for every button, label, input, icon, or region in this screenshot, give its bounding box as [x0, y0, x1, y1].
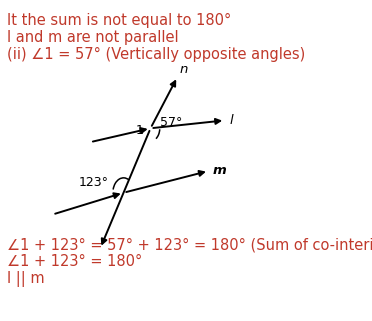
- Text: It the sum is not equal to 180°: It the sum is not equal to 180°: [7, 13, 231, 28]
- Text: l and m are not parallel: l and m are not parallel: [7, 30, 179, 45]
- Text: 1: 1: [135, 124, 144, 137]
- Text: (ii) ∠1 = 57° (Vertically opposite angles): (ii) ∠1 = 57° (Vertically opposite angle…: [7, 47, 305, 62]
- Text: ∠1 + 123° = 180°: ∠1 + 123° = 180°: [7, 254, 142, 269]
- Text: n: n: [180, 63, 188, 76]
- Text: m: m: [212, 164, 226, 178]
- Text: ∠1 + 123° = 57° + 123° = 180° (Sum of co-interior): ∠1 + 123° = 57° + 123° = 180° (Sum of co…: [7, 237, 372, 252]
- Text: 57°: 57°: [160, 116, 182, 129]
- Text: 123°: 123°: [79, 176, 109, 189]
- Text: l: l: [230, 114, 233, 127]
- Text: l || m: l || m: [7, 271, 45, 287]
